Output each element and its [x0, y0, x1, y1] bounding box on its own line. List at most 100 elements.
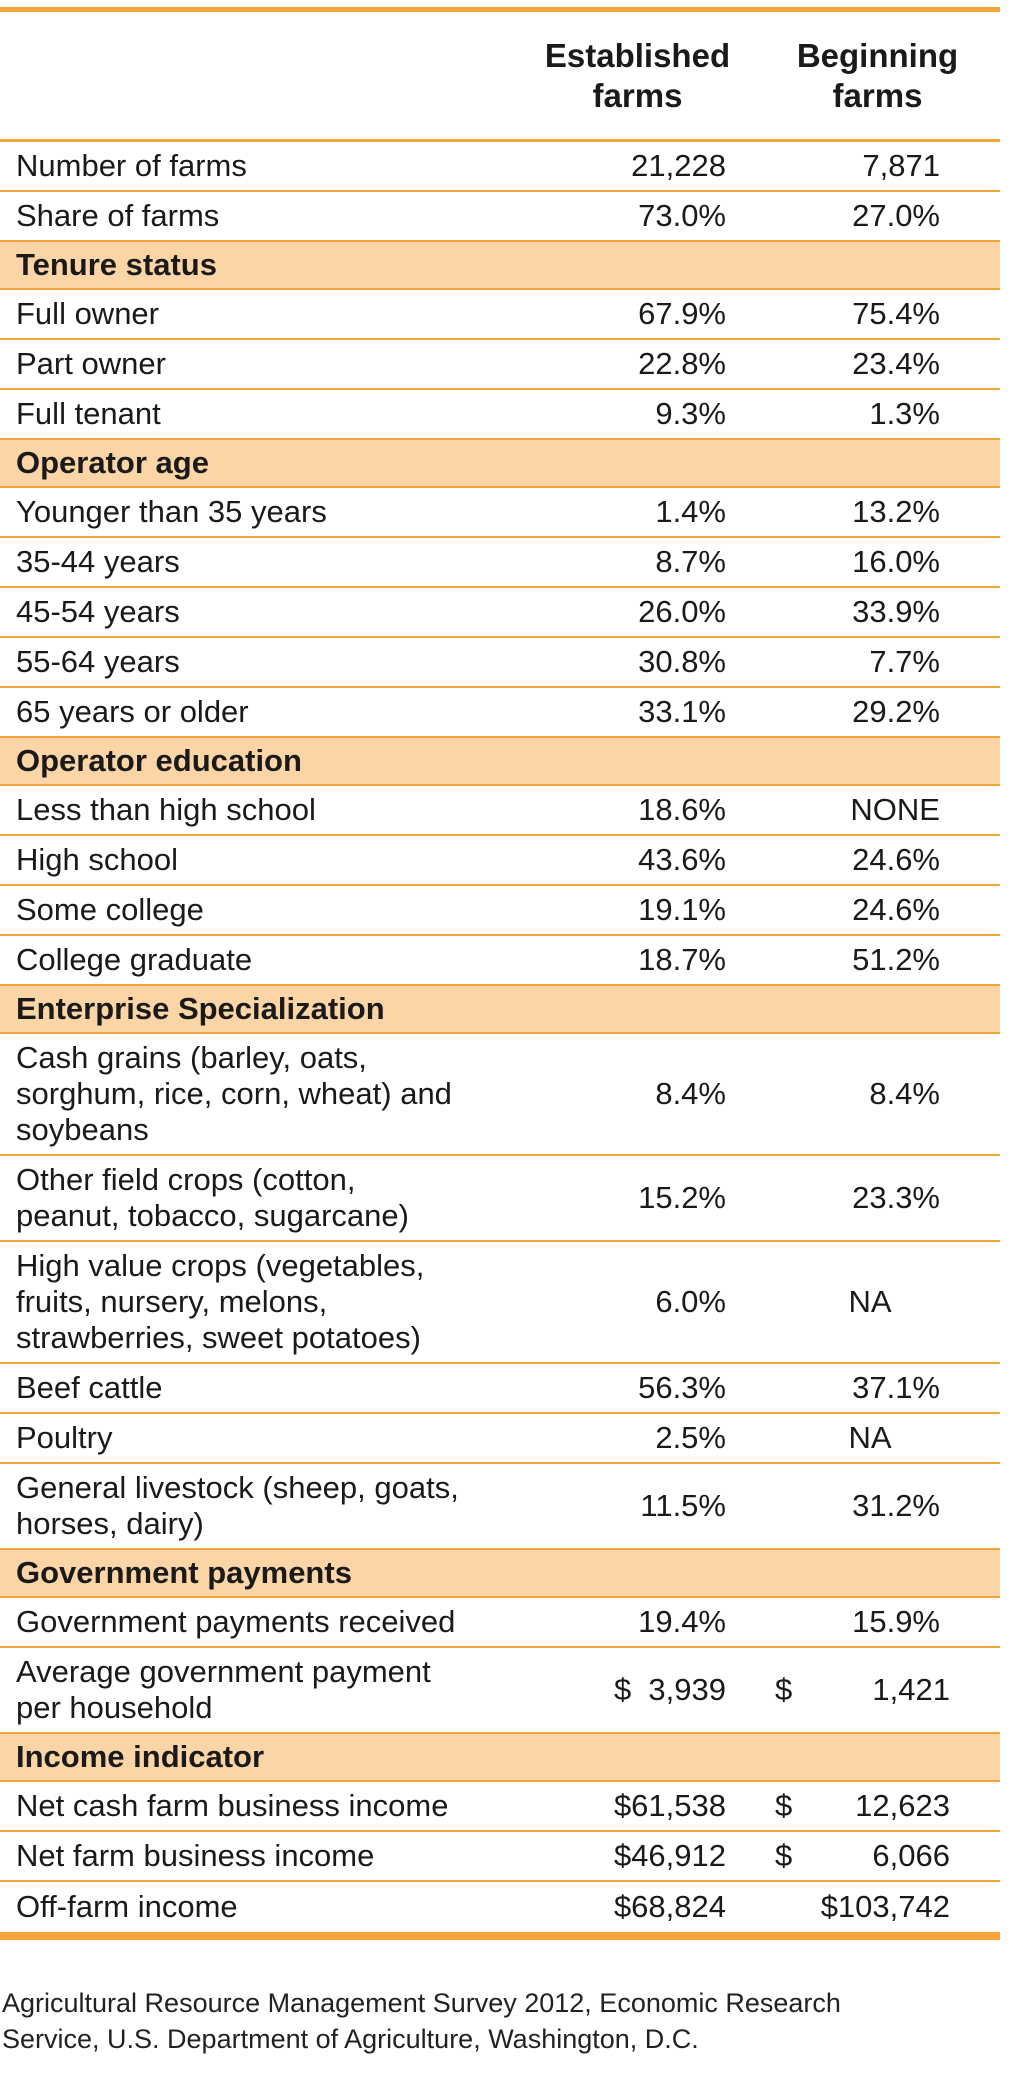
established-value: 18.7% [638, 942, 726, 977]
beginning-value: 13.2% [852, 494, 940, 529]
table-row: 55-64 years 30.8% 7.7% [0, 638, 1000, 688]
row-label: College graduate [16, 942, 253, 977]
table-row: 45-54 years 26.0% 33.9% [0, 588, 1000, 638]
row-label-line: Other field crops (cotton, [16, 1162, 356, 1197]
established-value: 9.3% [655, 396, 726, 431]
row-label: 35-44 years [16, 544, 180, 579]
row-label: 45-54 years [16, 594, 180, 629]
section-title: Government payments [16, 1555, 352, 1590]
section-title: Enterprise Specialization [16, 991, 385, 1026]
established-value: 67.9% [638, 296, 726, 331]
section-header: Enterprise Specialization [0, 986, 1000, 1034]
source-line: Service, U.S. Department of Agriculture,… [2, 2024, 699, 2054]
row-label: General livestock (sheep, goats, horses,… [0, 1470, 530, 1542]
table-row: Off-farm income $68,824 $103,742 [0, 1882, 1000, 1932]
established-value: 26.0% [638, 594, 726, 629]
row-label: 65 years or older [16, 694, 249, 729]
section-header: Government payments [0, 1550, 1000, 1598]
table-row: Poultry 2.5% NA [0, 1414, 1000, 1464]
beginning-value: 7,871 [862, 148, 940, 183]
established-value: 30.8% [638, 644, 726, 679]
established-value: 19.1% [638, 892, 726, 927]
row-label-line: per household [16, 1690, 213, 1725]
established-value: 2.5% [655, 1420, 726, 1455]
table-row: Full tenant 9.3% 1.3% [0, 390, 1000, 440]
table-row: Beef cattle 56.3% 37.1% [0, 1364, 1000, 1414]
row-label-line: strawberries, sweet potatoes) [16, 1320, 421, 1355]
table-row: Net cash farm business income $61,538 $ … [0, 1782, 1000, 1832]
table-row: Average government payment per household… [0, 1648, 1000, 1734]
header-established: Established farms [530, 36, 745, 116]
row-label-line: soybeans [16, 1112, 149, 1147]
beginning-value: 23.3% [852, 1180, 940, 1215]
row-label: Full owner [16, 296, 159, 331]
table-row: 35-44 years 8.7% 16.0% [0, 538, 1000, 588]
row-label: Poultry [16, 1420, 113, 1455]
header-established-line2: farms [592, 76, 683, 114]
beginning-value: 24.6% [852, 892, 940, 927]
established-value: 33.1% [638, 694, 726, 729]
table-row: Some college 19.1% 24.6% [0, 886, 1000, 936]
beginning-value: 33.9% [852, 594, 940, 629]
established-value: 15.2% [638, 1180, 726, 1215]
currency-symbol: $ [775, 1672, 793, 1707]
established-value: 19.4% [638, 1604, 726, 1639]
beginning-value: $ 6,066 [740, 1838, 1000, 1874]
beginning-value: NA [848, 1420, 892, 1455]
beginning-value: NA [848, 1284, 892, 1319]
row-label: Number of farms [16, 148, 247, 183]
header-beginning-line2: farms [832, 76, 923, 114]
source-line: Agricultural Resource Management Survey … [2, 1988, 841, 2018]
row-label: Share of farms [16, 198, 220, 233]
beginning-value: 75.4% [852, 296, 940, 331]
table-row: Government payments received 19.4% 15.9% [0, 1598, 1000, 1648]
row-label: Part owner [16, 346, 166, 381]
established-value: 1.4% [655, 494, 726, 529]
established-value: 6.0% [655, 1284, 726, 1319]
currency-symbol: $ [775, 1838, 793, 1873]
row-label-line: Average government payment [16, 1654, 431, 1689]
established-value: $46,912 [613, 1838, 726, 1873]
table-row: High school 43.6% 24.6% [0, 836, 1000, 886]
established-value: 56.3% [638, 1370, 726, 1405]
row-label-line: sorghum, rice, corn, wheat) and [16, 1076, 452, 1111]
row-label: High value crops (vegetables, fruits, nu… [0, 1248, 530, 1356]
row-label-line: Cash grains (barley, oats, [16, 1040, 367, 1075]
row-label: Less than high school [16, 792, 316, 827]
established-value: 43.6% [638, 842, 726, 877]
header-beginning: Beginning farms [745, 36, 995, 116]
table-row: 65 years or older 33.1% 29.2% [0, 688, 1000, 738]
amount: 1,421 [872, 1672, 950, 1707]
table-row: Number of farms 21,228 7,871 [0, 142, 1000, 192]
row-label: Average government payment per household [0, 1654, 530, 1726]
established-value: $ 3,939 [530, 1672, 740, 1708]
currency-symbol: $ [775, 1788, 793, 1823]
beginning-value: 37.1% [852, 1370, 940, 1405]
section-header: Tenure status [0, 242, 1000, 290]
currency-symbol: $ [613, 1672, 632, 1707]
beginning-value: 7.7% [869, 644, 940, 679]
row-label-line: General livestock (sheep, goats, [16, 1470, 459, 1505]
farm-comparison-table: Established farms Beginning farms Number… [0, 7, 1000, 1940]
section-header: Operator age [0, 440, 1000, 488]
beginning-value: 23.4% [852, 346, 940, 381]
row-label: Off-farm income [16, 1889, 238, 1924]
section-title: Operator education [16, 743, 302, 778]
row-label: 55-64 years [16, 644, 180, 679]
beginning-value: $ 1,421 [740, 1672, 1000, 1708]
beginning-value: 1.3% [869, 396, 940, 431]
table-row: Part owner 22.8% 23.4% [0, 340, 1000, 390]
row-label-line: horses, dairy) [16, 1506, 204, 1541]
table-header: Established farms Beginning farms [0, 12, 1000, 142]
table-row: Share of farms 73.0% 27.0% [0, 192, 1000, 242]
beginning-value: 15.9% [852, 1604, 940, 1639]
section-header: Operator education [0, 738, 1000, 786]
beginning-value: 31.2% [852, 1488, 940, 1523]
row-label: Other field crops (cotton, peanut, tobac… [0, 1162, 530, 1234]
row-label: Net cash farm business income [16, 1788, 449, 1823]
row-label-line: High value crops (vegetables, [16, 1248, 425, 1283]
table-row: General livestock (sheep, goats, horses,… [0, 1464, 1000, 1550]
row-label: Cash grains (barley, oats, sorghum, rice… [0, 1040, 530, 1148]
established-value: 8.7% [655, 544, 726, 579]
amount: 6,066 [872, 1838, 950, 1873]
